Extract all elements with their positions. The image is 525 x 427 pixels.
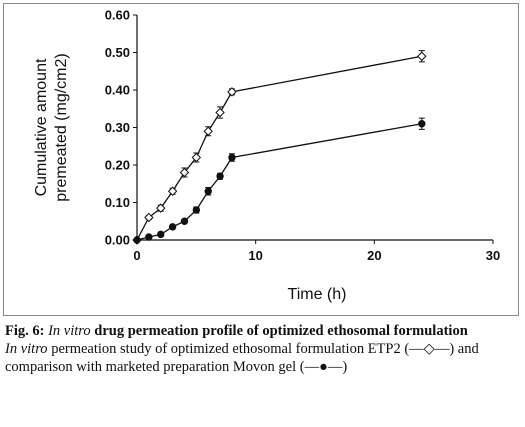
data-point-circle [157,230,165,239]
caption-title-italic: In vitro [48,323,91,339]
data-point-diamond [227,87,237,97]
data-point-diamond [417,51,427,61]
y-tick-label: 0.00 [105,233,130,248]
data-point-circle [192,206,201,214]
data-point-diamond [203,126,213,136]
data-point-circle [418,120,426,128]
series-line [136,55,422,241]
data-point-diamond [191,152,202,163]
data-point-diamond [215,107,225,118]
data-point-circle [180,217,189,225]
caption-title-text: drug permeation profile of optimized eth… [94,323,468,339]
x-tick-label: 10 [248,248,262,263]
data-point-circle [228,153,236,162]
caption-fig-label: Fig. 6: [5,323,45,339]
chart-axes [136,15,493,241]
data-point-diamond [156,203,166,213]
data-point-circle [216,172,224,180]
y-tick-label: 0.40 [105,83,130,98]
caption-title: Fig. 6: In vitro drug permeation profile… [5,322,520,340]
y-tick-label: 0.20 [105,158,130,173]
chart-series-layer [132,50,427,245]
chart-ticks: 0.00 0.10 0.20 0.30 0.40 0.50 0.60 0 10 20 30 [105,8,501,264]
x-tick-label: 20 [367,248,381,263]
data-point-diamond [144,212,154,223]
y-tick-label: 0.10 [105,195,130,210]
x-tick-label: 30 [486,248,500,263]
x-tick-label: 0 [133,248,140,263]
series-open-diamond [132,50,427,245]
y-tick-label: 0.60 [105,8,130,23]
data-point-circle [168,223,177,231]
chart: 0.00 0.10 0.20 0.30 0.40 0.50 0.60 0 10 20 30 Time… [33,8,501,304]
figure-caption: Fig. 6: In vitro drug permeation profile… [5,322,520,376]
data-point-diamond [179,167,190,178]
data-point-circle [204,187,212,195]
series-filled-circle [133,117,426,244]
y-axis-title-line-1: Cumulative amount [33,58,50,196]
series-line [136,123,422,241]
caption-desc-text: permeation study of optimized ethosomal … [5,341,479,375]
caption-desc-italic: In vitro [5,341,48,357]
data-point-circle [133,236,141,244]
caption-description: In vitro permeation study of optimized e… [5,340,520,376]
figure-frame: 0.00 0.10 0.20 0.30 0.40 0.50 0.60 0 10 20 30 Time… [3,3,519,316]
x-axis-title: Time (h) [288,286,347,303]
y-tick-label: 0.30 [105,120,130,135]
y-tick-label: 0.50 [105,45,130,60]
data-point-circle [145,233,153,241]
data-point-diamond [167,186,178,196]
y-axis-title-line-2: premeated (mg/cm2) [53,53,70,202]
